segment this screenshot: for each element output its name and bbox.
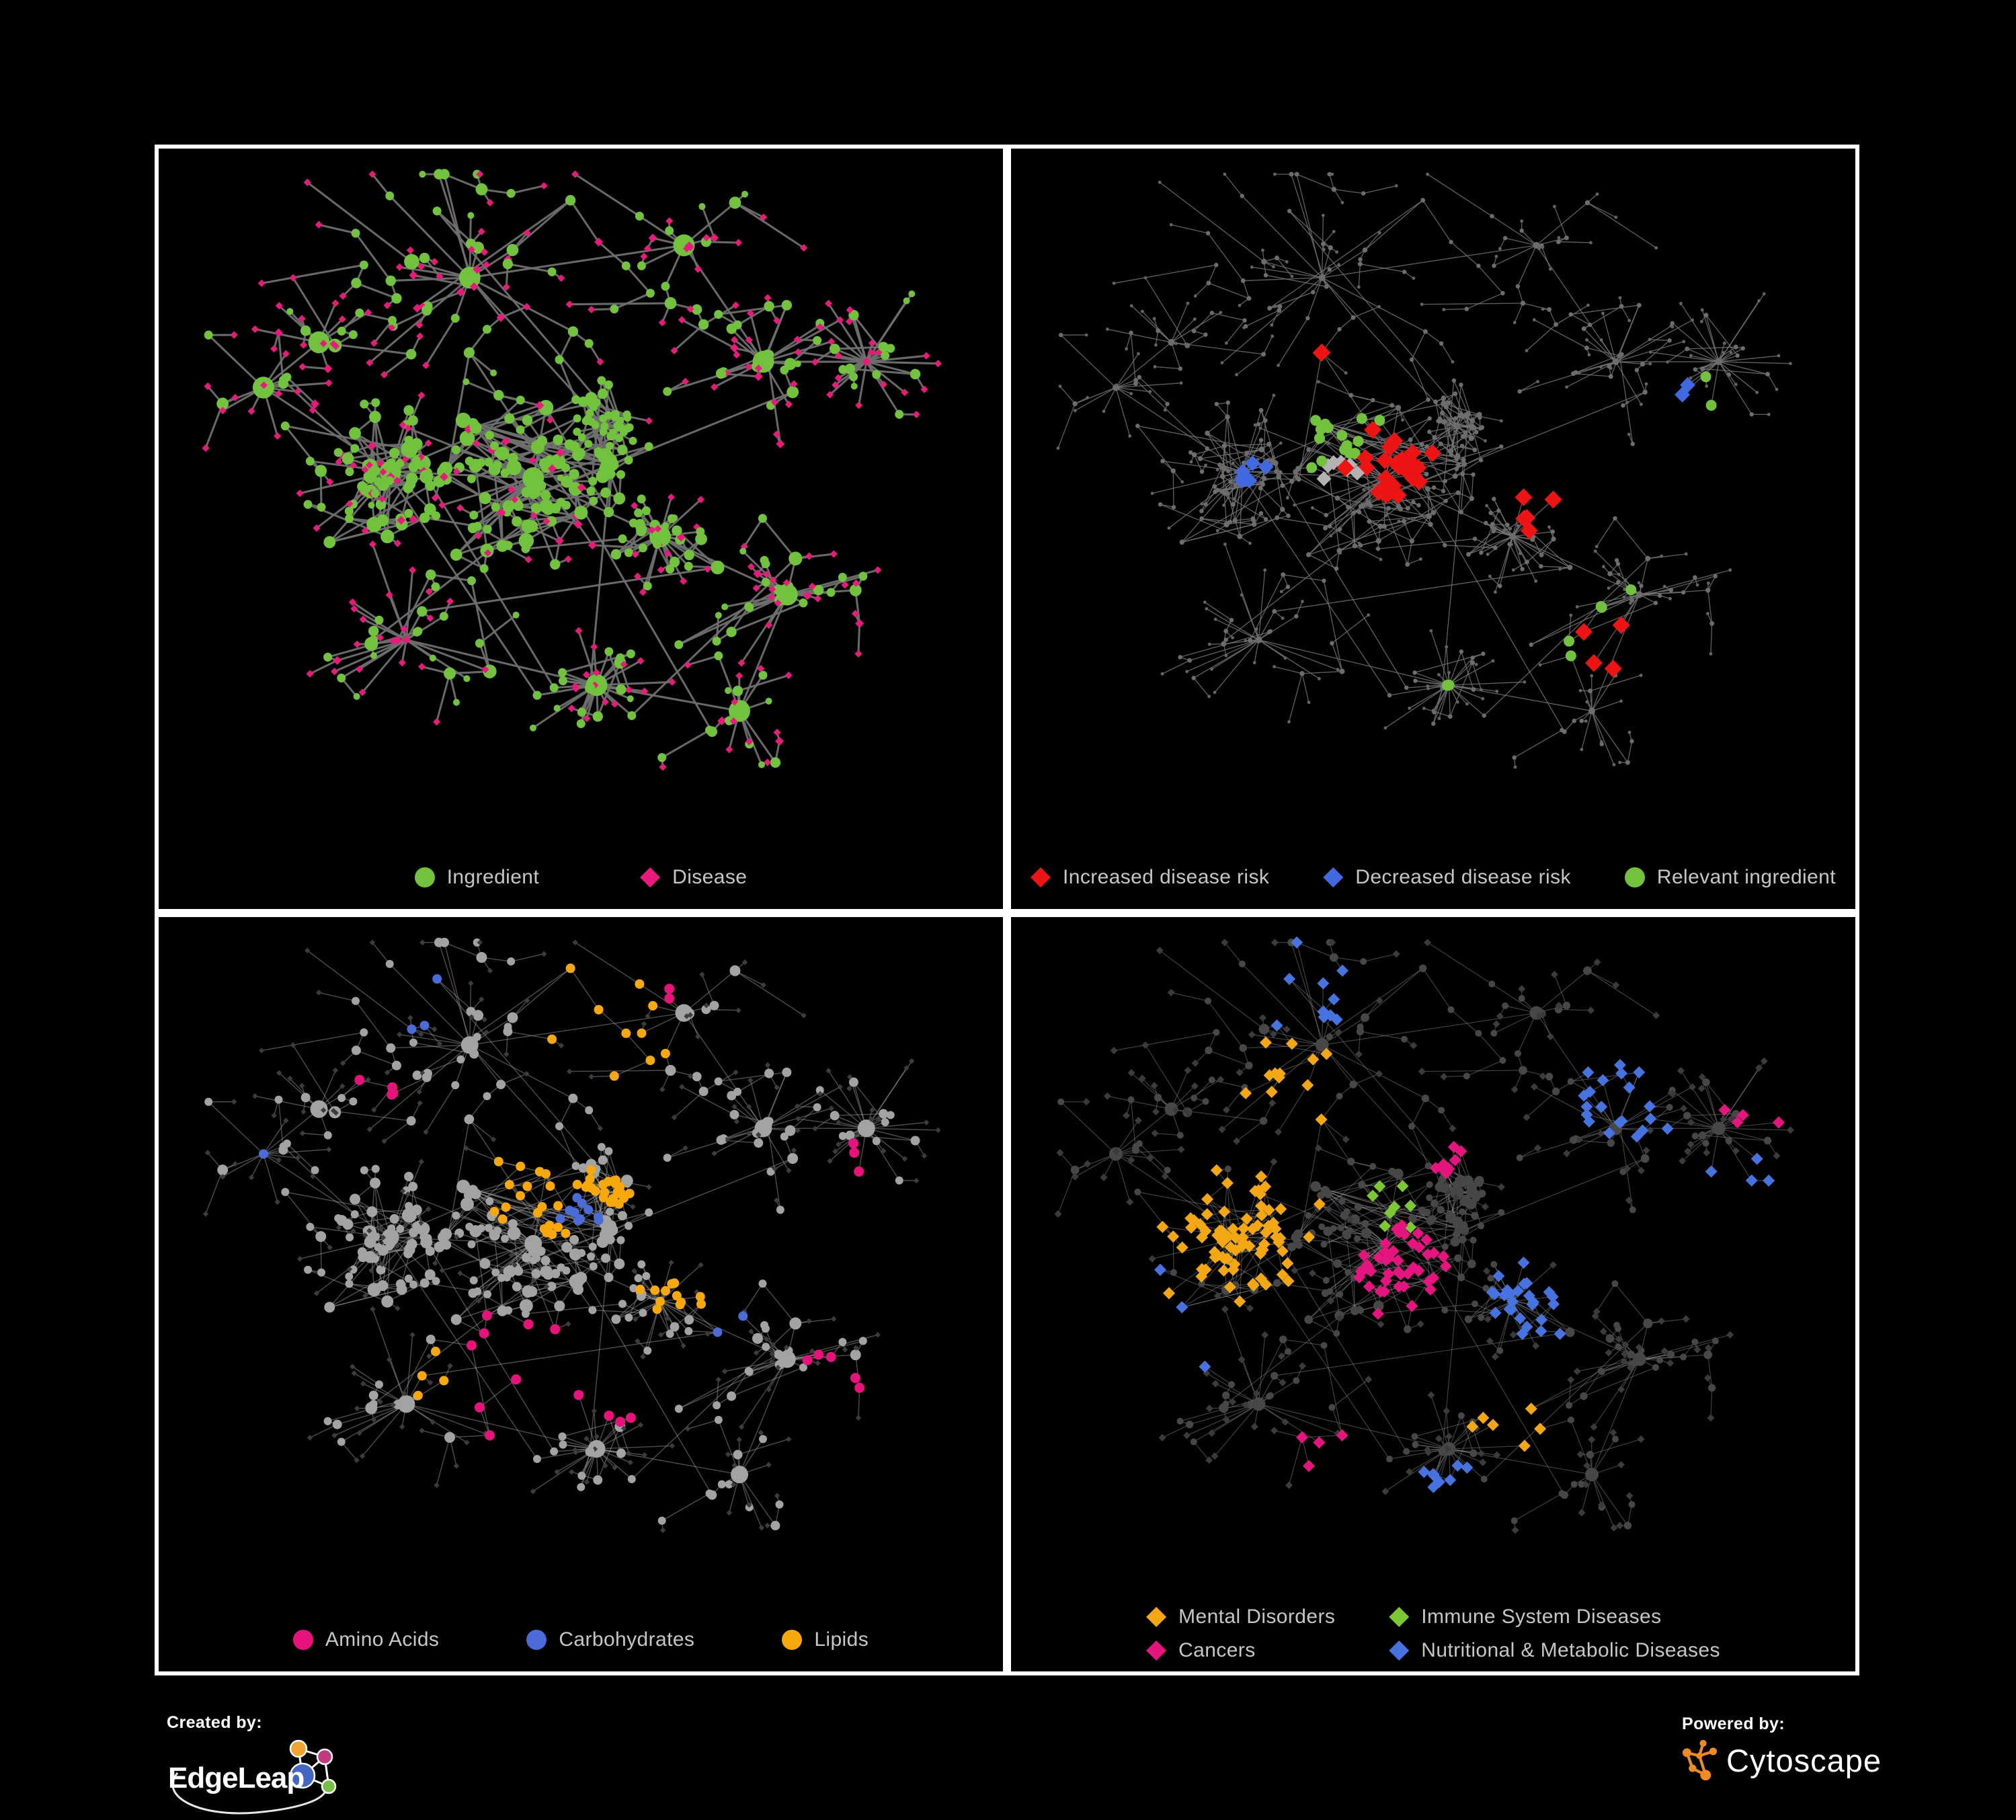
legend-item-relevant-ingredient: Relevant ingredient — [1624, 866, 1836, 889]
legend-item-cancers: Cancers — [1146, 1639, 1335, 1662]
legend-item-disease: Disease — [640, 866, 747, 889]
panel-ingredient-disease: Ingredient Disease — [155, 145, 1007, 913]
legend-item-lipids: Lipids — [782, 1628, 869, 1651]
legend-label-carbohydrates: Carbohydrates — [559, 1628, 695, 1651]
cancers-diamond-icon — [1146, 1640, 1167, 1661]
panel-disease-classes: Mental Disorders Immune System Diseases … — [1007, 913, 1859, 1675]
legend-label-cancers: Cancers — [1178, 1639, 1256, 1661]
carbohydrates-circle-icon — [526, 1630, 547, 1650]
powered-by-label: Powered by: — [1682, 1714, 1785, 1733]
cytoscape-wordmark: Cytoscape — [1726, 1742, 1882, 1778]
legend-label-immune-diseases: Immune System Diseases — [1421, 1606, 1662, 1628]
legend-item-nutritional-metabolic: Nutritional & Metabolic Diseases — [1389, 1639, 1720, 1662]
mental-disorders-diamond-icon — [1146, 1607, 1167, 1627]
cytoscape-credit: Powered by: — [1682, 1714, 1882, 1782]
legend-disease-classes: Mental Disorders Immune System Diseases … — [1011, 1606, 1855, 1662]
legend-disease-risk: Increased disease risk Decreased disease… — [1011, 866, 1855, 889]
legend-label-relevant-ingredient: Relevant ingredient — [1656, 866, 1836, 888]
increased-risk-diamond-icon — [1031, 867, 1051, 887]
disease-risk-network-graph — [1056, 171, 1792, 769]
legend-item-amino-acids: Amino Acids — [292, 1628, 440, 1651]
legend-label-ingredient: Ingredient — [446, 866, 540, 888]
edgeleap-orange-node — [289, 1739, 308, 1758]
legend-item-decreased-risk: Decreased disease risk — [1323, 866, 1571, 889]
relevant-ingredient-circle-icon — [1624, 867, 1645, 887]
edgeleap-logo: EdgeLeap — [168, 1739, 337, 1815]
legend-label-amino-acids: Amino Acids — [325, 1628, 440, 1651]
nutritional-metabolic-diamond-icon — [1389, 1640, 1410, 1661]
legend-ingredient-disease: Ingredient Disease — [159, 866, 1003, 889]
legend-label-increased-risk: Increased disease risk — [1063, 866, 1270, 888]
legend-item-carbohydrates: Carbohydrates — [526, 1628, 694, 1651]
panels-grid: Ingredient Disease Increased disease ris… — [155, 145, 1859, 1675]
ingredient-disease-network-graph — [202, 169, 942, 771]
legend-item-mental-disorders: Mental Disorders — [1146, 1606, 1335, 1628]
legend-item-increased-risk: Increased disease risk — [1031, 866, 1269, 889]
lipids-circle-icon — [782, 1630, 803, 1650]
immune-diseases-diamond-icon — [1389, 1607, 1410, 1627]
legend-item-immune-diseases: Immune System Diseases — [1389, 1606, 1720, 1628]
panel-disease-risk: Increased disease risk Decreased disease… — [1007, 145, 1859, 913]
edgeleap-blue-node — [289, 1762, 316, 1789]
legend-label-decreased-risk: Decreased disease risk — [1355, 866, 1571, 888]
ingredient-circle-icon — [414, 867, 435, 887]
legend-item-ingredient: Ingredient — [414, 866, 540, 889]
edgeleap-green-node — [321, 1778, 337, 1794]
edgeleap-wordmark: EdgeLeap — [168, 1762, 304, 1794]
disease-diamond-icon — [640, 867, 661, 887]
decreased-risk-diamond-icon — [1323, 867, 1344, 887]
created-by-label: Created by: — [167, 1713, 262, 1732]
legend-label-lipids: Lipids — [814, 1628, 869, 1651]
disease-class-network-graph — [1054, 936, 1794, 1534]
cytoscape-logo-icon — [1682, 1739, 1717, 1781]
amino-acids-circle-icon — [292, 1630, 313, 1650]
edgeleap-swoosh — [171, 1772, 327, 1815]
edgeleap-credit: Created by: EdgeLeap — [167, 1713, 362, 1819]
legend-nutrient-classes: Amino Acids Carbohydrates Lipids — [159, 1628, 1003, 1651]
cytoscape-icon-nodes — [1682, 1739, 1717, 1781]
legend-label-disease: Disease — [672, 866, 748, 888]
edgeleap-magenta-node — [316, 1748, 333, 1766]
legend-label-mental-disorders: Mental Disorders — [1178, 1606, 1336, 1628]
legend-label-nutritional-metabolic: Nutritional & Metabolic Diseases — [1421, 1639, 1720, 1661]
panel-nutrient-classes: Amino Acids Carbohydrates Lipids — [155, 913, 1007, 1675]
nutrient-class-network-graph — [202, 937, 941, 1534]
